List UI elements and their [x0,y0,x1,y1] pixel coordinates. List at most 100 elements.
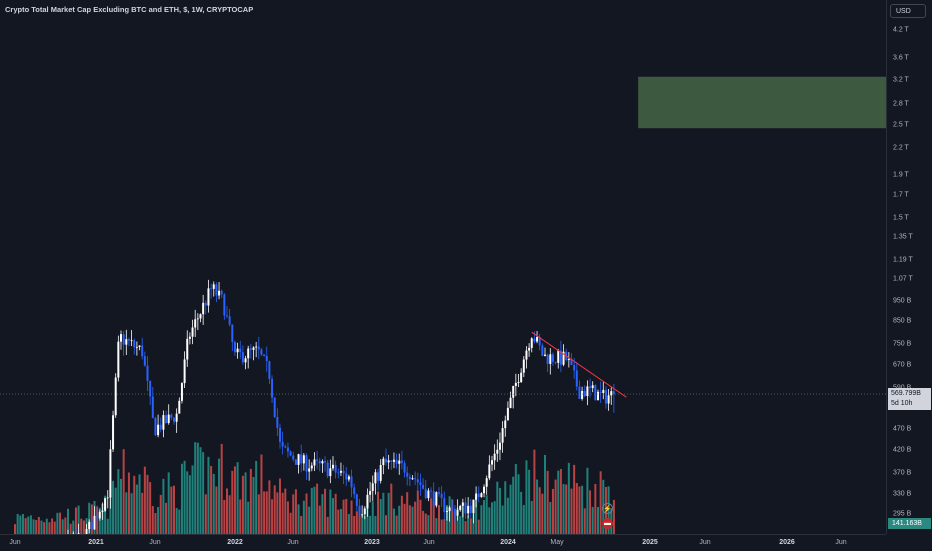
volume-bar [594,484,596,534]
time-tick-label: Jun [423,539,434,546]
volume-bar [59,513,61,534]
candle-body [189,337,191,339]
candle-body [480,493,482,497]
candle-body [491,460,493,464]
flag-icon[interactable]: ▬ [602,518,613,529]
candle-body [417,479,419,482]
candle-body [94,516,96,530]
volume-bar [22,514,24,534]
volume-bar [168,472,170,534]
volume-bar [192,465,194,534]
candle-body [605,390,607,404]
candle-body [589,386,591,388]
candle-body [465,502,467,513]
price-tick-label: 850 B [893,318,911,325]
volume-bar [480,505,482,534]
time-tick-label: Jun [835,539,846,546]
candle-body [120,334,122,341]
candle-body [533,338,535,341]
volume-bar [372,501,374,534]
volume-bar [483,500,485,534]
candle-body [128,339,130,340]
candle-body [99,512,101,518]
candle-body [478,494,480,498]
candle-body [335,465,337,473]
candle-body [597,392,599,400]
candle-body [504,420,506,428]
candle-body [486,478,488,487]
volume-bar [409,505,411,534]
candle-body [427,491,429,499]
volume-bar [117,469,119,534]
volume-bar [380,499,382,534]
volume-bar [377,491,379,534]
time-tick-label: 2025 [642,539,658,546]
candle-body [528,348,530,351]
volume-bar [27,517,29,534]
candle-body [192,328,194,337]
candle-body [409,477,411,479]
volume-bar [245,472,247,534]
candle-body [181,383,183,401]
volume-bar [207,457,209,534]
candle-body [231,325,233,342]
candle-body [184,359,186,383]
candle-body [483,487,485,493]
candle-body [218,291,220,296]
candle-body [515,383,517,386]
candle-body [430,491,432,492]
candle-body [364,508,366,514]
volume-bar [435,518,437,534]
candle-body [165,415,167,423]
candle-body [160,425,162,430]
candlestick-chart[interactable] [0,0,886,534]
candle-body [488,465,490,479]
candle-body [446,511,448,512]
candle-body [308,468,310,471]
candle-body [523,359,525,372]
candle-body [361,514,363,515]
volume-bar [382,493,384,534]
volume-bar [478,520,480,534]
volume-value-label: 141.163B [888,518,931,529]
volume-bar [306,494,308,534]
candle-body [372,483,374,491]
volume-bar [250,469,252,534]
candle-body [470,506,472,513]
chart-area[interactable] [0,0,886,534]
candle-body [459,506,461,510]
candle-body [475,494,477,500]
volume-bar [149,482,151,534]
volume-bar [160,495,162,534]
volume-bar [226,488,228,534]
candle-body [414,478,416,479]
candle-body [117,342,119,378]
volume-bar [337,510,339,534]
candle-body [279,428,281,442]
candle-body [412,478,414,479]
time-tick-label: 2024 [500,539,516,546]
candle-body [494,454,496,461]
candle-body [507,408,509,421]
volume-bar [202,452,204,534]
volume-bar [141,493,143,534]
candle-body [255,347,257,348]
volume-bar [568,463,570,534]
volume-bar [125,492,127,534]
lightning-icon[interactable]: ⚡ [602,503,613,514]
volume-bar [311,488,313,534]
currency-selector[interactable]: USD [890,4,926,18]
candle-body [600,392,602,393]
volume-bar [231,471,233,534]
price-tick-label: 470 B [893,426,911,433]
volume-bar [48,522,50,534]
time-tick-label: 2026 [779,539,795,546]
price-tick-label: 370 B [893,469,911,476]
candle-body [353,487,355,494]
volume-bar [406,492,408,534]
volume-bar [443,519,445,534]
candle-body [295,459,297,464]
candle-body [186,339,188,360]
